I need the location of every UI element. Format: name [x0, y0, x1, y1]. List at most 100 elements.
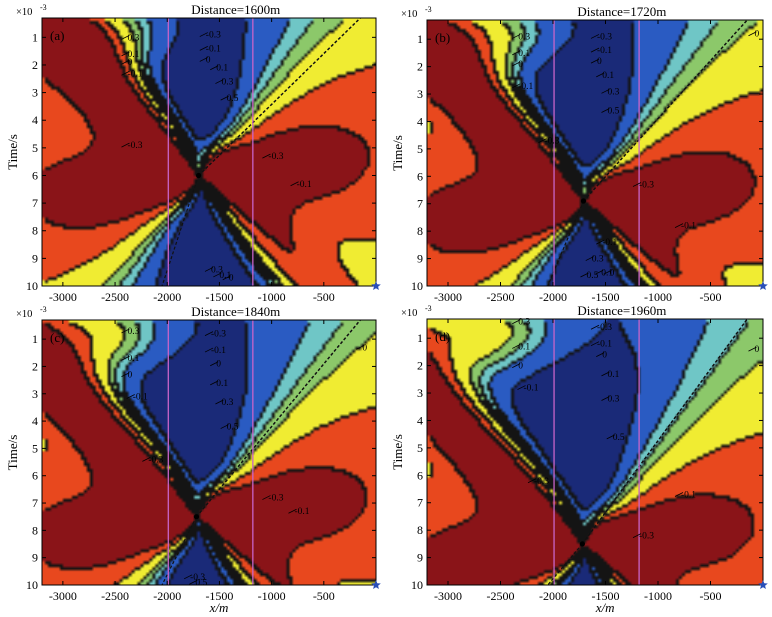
- x-tick-label: -1000: [258, 290, 286, 304]
- contour-label: 0.3: [221, 78, 233, 88]
- x-axis-label: x/m: [209, 600, 229, 615]
- x-tick-label: -2500: [487, 589, 515, 603]
- wavefront-path: [195, 319, 361, 518]
- contour-label: -0.3: [211, 330, 226, 340]
- contour-label-tick: [199, 57, 208, 62]
- y-tick-label: 5: [417, 441, 423, 455]
- contour-label-tick: [142, 456, 151, 462]
- contour-label: -0.1: [297, 180, 312, 190]
- y-tick-label: 9: [417, 551, 423, 565]
- contour-label-tick: [601, 371, 610, 377]
- contour-label-tick: [632, 533, 642, 538]
- panel-title: Distance=1960m: [577, 303, 666, 318]
- x-tick-label: -2500: [101, 290, 129, 304]
- y-tick-label: 3: [32, 387, 38, 401]
- panel-label: (a): [50, 28, 64, 43]
- contour-label: -0.3: [639, 181, 654, 191]
- contour-label: 0.3: [128, 327, 140, 337]
- x-axis-label: x/m: [595, 600, 615, 615]
- y-axis-label: Time/s: [5, 435, 20, 471]
- contour-label-tick: [517, 385, 526, 390]
- y-tick-label: 5: [32, 141, 38, 155]
- contour-label: 0.5: [227, 94, 239, 104]
- panel-label: (d): [435, 329, 450, 344]
- panel-b: 0.30.10-0.1-0.3-0.3-0.100.10.30.50-0.3-0…: [390, 4, 768, 304]
- contour-label-tick: [199, 46, 208, 51]
- contour-label: 0.5: [613, 433, 625, 443]
- contour-label: 0.5: [227, 423, 239, 433]
- x-tick-label: -2000: [153, 589, 181, 603]
- y-axis-label: Time/s: [5, 134, 20, 170]
- x-tick-label: -2500: [101, 589, 129, 603]
- contour-label-tick: [210, 380, 219, 386]
- source-point: [580, 198, 587, 204]
- contour-label: -0.1: [597, 46, 612, 56]
- contour-label: -0.3: [534, 477, 549, 487]
- x-tick-label: -1500: [205, 589, 233, 603]
- contour-label-tick: [606, 434, 615, 440]
- contour-label-tick: [674, 223, 684, 229]
- contour-label-tick: [596, 239, 605, 245]
- contour-label-tick: [262, 495, 271, 500]
- contour-label: 0.1: [128, 354, 140, 364]
- contour-label-tick: [220, 95, 229, 101]
- wavefield-contour-image: [42, 18, 376, 286]
- contour-label: -0.1: [681, 222, 696, 232]
- y-exponent: ×10: [401, 9, 417, 20]
- contour-label-tick: [512, 319, 521, 325]
- contour-label-tick: [121, 34, 130, 40]
- y-tick-label: 5: [417, 142, 423, 156]
- x-tick-label: -1500: [205, 290, 233, 304]
- contour-label: -0.1: [133, 392, 148, 402]
- contour-label: 0: [216, 360, 221, 370]
- contour-label: 0.3: [128, 33, 140, 43]
- contour-label: 0.1: [216, 379, 228, 389]
- y-tick-label: 4: [417, 114, 423, 128]
- contour-label: 0: [755, 30, 760, 40]
- contour-label-tick: [220, 424, 229, 429]
- contour-label-tick: [601, 108, 610, 113]
- contour-label: 0: [597, 57, 602, 67]
- contour-label-tick: [590, 341, 600, 347]
- contour-label-tick: [596, 352, 605, 358]
- x-tick-label: -1000: [644, 290, 672, 304]
- contour-label-tick: [538, 138, 547, 144]
- contour-label: 0.1: [128, 50, 140, 60]
- x-tick-label: -1500: [592, 290, 620, 304]
- contour-label-tick: [121, 142, 130, 148]
- x-tick-label: -2000: [539, 589, 567, 603]
- plot-frame: [426, 318, 764, 586]
- x-tick-label: -500: [313, 589, 335, 603]
- contour-label-tick: [590, 34, 600, 39]
- contour-label-tick: [204, 347, 214, 353]
- y-tick-label: 1: [32, 30, 38, 44]
- contour-label: 0.3: [592, 255, 604, 265]
- y-exponent: ×10: [16, 7, 32, 18]
- downgoing-front-path: [547, 543, 583, 586]
- y-exponent-power: -3: [40, 305, 47, 314]
- contour-label-tick: [595, 269, 604, 275]
- x-tick-label: -2500: [487, 290, 515, 304]
- contour-label: 0.1: [518, 49, 530, 59]
- plot-frame: [41, 319, 377, 586]
- downgoing-front-path: [161, 516, 198, 586]
- panel-label: (c): [50, 330, 64, 345]
- y-tick-label: 2: [32, 359, 38, 373]
- receiver-star-icon: [758, 281, 768, 290]
- y-tick-label: 8: [417, 224, 423, 238]
- x-tick-label: -3000: [434, 589, 462, 603]
- contour-label: -0.3: [206, 31, 221, 41]
- contour-label-tick: [601, 396, 610, 401]
- contour-label-tick: [189, 579, 198, 585]
- contour-label: 0: [128, 58, 133, 68]
- y-tick-label: 2: [417, 359, 423, 373]
- contour-label-tick: [210, 361, 219, 367]
- contour-label: 0.3: [518, 32, 530, 42]
- contour-label-tick: [590, 324, 600, 330]
- contour-label-tick: [674, 492, 684, 497]
- contour-label-tick: [512, 83, 521, 89]
- contour-label-tick: [603, 269, 612, 275]
- contour-label-tick: [748, 346, 757, 352]
- source-point: [193, 514, 200, 520]
